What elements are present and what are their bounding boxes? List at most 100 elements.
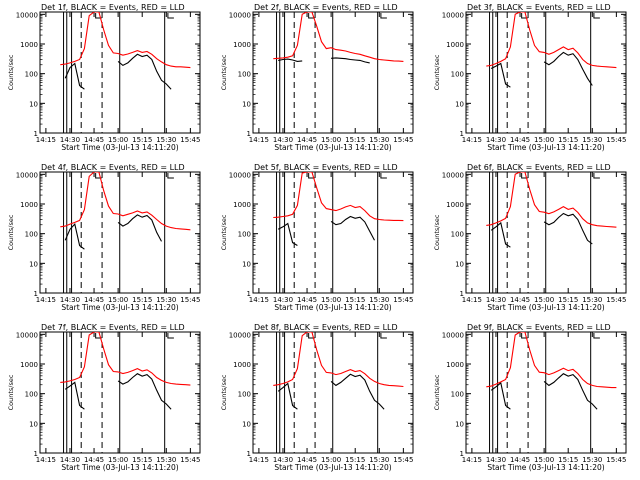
- x-tick-label: 14:45: [510, 456, 530, 464]
- y-tick-label: 10000: [442, 331, 464, 339]
- y-tick-label: 1: [247, 450, 251, 458]
- x-tick-label: 14:30: [273, 456, 293, 464]
- events-series-line: [64, 214, 162, 250]
- y-tick-label: 100: [238, 71, 251, 79]
- y-tick-label: 10: [29, 260, 38, 268]
- x-tick-label: 14:45: [297, 456, 317, 464]
- x-tick-label: 14:15: [36, 456, 56, 464]
- attenuator-mark: [380, 13, 387, 19]
- attenuator-mark: [95, 13, 102, 19]
- detector-panel-3: Det 3f, BLACK = Events, RED = LLD 1 10 100 1…: [433, 3, 627, 152]
- x-tick-label: 15:30: [369, 296, 389, 304]
- panel-title: Det 8f, BLACK = Events, RED = LLD: [254, 323, 398, 332]
- x-tick-label: 14:45: [84, 296, 104, 304]
- panel-title: Det 5f, BLACK = Events, RED = LLD: [254, 163, 398, 172]
- y-tick-label: 10: [455, 100, 464, 108]
- attenuator-mark: [308, 13, 315, 19]
- y-tick-label: 10: [29, 100, 38, 108]
- x-tick-label: 15:30: [156, 456, 176, 464]
- y-tick-label: 10: [242, 260, 251, 268]
- events-series-line: [490, 51, 593, 88]
- events-series-line: [277, 373, 385, 410]
- y-tick-label: 1000: [233, 361, 251, 369]
- y-tick-label: 10: [455, 420, 464, 428]
- detector-panel-9: Det 9f, BLACK = Events, RED = LLD 1 10 100 1…: [433, 323, 627, 472]
- y-axis-label: Counts/sec: [433, 214, 441, 250]
- attenuator-mark: [167, 173, 174, 179]
- x-tick-label: 14:15: [462, 136, 482, 144]
- y-tick-label: 1: [460, 130, 464, 138]
- y-axis-label: Counts/sec: [7, 54, 15, 90]
- y-tick-label: 1000: [20, 361, 38, 369]
- x-tick-label: 15:30: [369, 136, 389, 144]
- detector-panel-2: Det 2f, BLACK = Events, RED = LLD 1 10 100 1…: [220, 3, 414, 152]
- x-tick-label: 15:30: [582, 296, 602, 304]
- attenuator-mark: [380, 333, 387, 339]
- x-tick-label: 15:45: [606, 296, 626, 304]
- y-tick-label: 1: [460, 450, 464, 458]
- x-tick-label: 15:45: [180, 456, 200, 464]
- x-tick-label: 15:00: [534, 456, 554, 464]
- detector-panel-5: Det 5f, BLACK = Events, RED = LLD 1 10 100 1…: [220, 163, 414, 312]
- y-tick-label: 1: [34, 130, 38, 138]
- panel-title: Det 7f, BLACK = Events, RED = LLD: [41, 323, 185, 332]
- detector-panel-8: Det 8f, BLACK = Events, RED = LLD 1 10 100 1…: [220, 323, 414, 472]
- x-tick-label: 15:15: [132, 296, 152, 304]
- x-tick-label: 14:30: [273, 296, 293, 304]
- y-tick-label: 10: [242, 100, 251, 108]
- x-tick-label: 15:15: [558, 456, 578, 464]
- x-axis-label: Start Time (03-Jul-13 14:11:20): [61, 143, 178, 152]
- panel-title: Det 4f, BLACK = Events, RED = LLD: [41, 163, 185, 172]
- x-tick-label: 15:45: [180, 296, 200, 304]
- events-series-line: [64, 53, 172, 90]
- x-tick-label: 14:15: [462, 456, 482, 464]
- y-axis-label: Counts/sec: [220, 54, 228, 90]
- y-axis-label: Counts/sec: [433, 54, 441, 90]
- x-tick-label: 14:30: [486, 456, 506, 464]
- y-tick-label: 1000: [446, 201, 464, 209]
- x-tick-label: 14:45: [84, 136, 104, 144]
- x-tick-label: 14:30: [486, 136, 506, 144]
- y-axis-label: Counts/sec: [433, 374, 441, 410]
- y-tick-label: 1: [34, 290, 38, 298]
- y-axis-label: Counts/sec: [220, 374, 228, 410]
- x-axis-label: Start Time (03-Jul-13 14:11:20): [487, 463, 604, 472]
- lld-series-line: [273, 172, 404, 222]
- y-tick-label: 1: [460, 290, 464, 298]
- lld-series-line: [60, 332, 191, 386]
- x-tick-label: 15:45: [393, 136, 413, 144]
- x-tick-label: 15:00: [534, 296, 554, 304]
- y-tick-label: 100: [238, 391, 251, 399]
- y-tick-label: 1: [247, 130, 251, 138]
- y-tick-label: 1000: [446, 361, 464, 369]
- attenuator-mark: [521, 13, 528, 19]
- y-tick-label: 10: [455, 260, 464, 268]
- x-tick-label: 15:15: [132, 136, 152, 144]
- y-tick-label: 10000: [16, 171, 38, 179]
- lld-series-line: [60, 172, 191, 231]
- y-tick-label: 10000: [229, 331, 251, 339]
- x-tick-label: 14:30: [60, 296, 80, 304]
- x-tick-label: 14:30: [60, 456, 80, 464]
- y-tick-label: 10000: [229, 11, 251, 19]
- y-tick-label: 100: [451, 231, 464, 239]
- x-axis-label: Start Time (03-Jul-13 14:11:20): [61, 463, 178, 472]
- y-tick-label: 1: [34, 450, 38, 458]
- y-tick-label: 10: [29, 420, 38, 428]
- y-tick-label: 100: [238, 231, 251, 239]
- attenuator-mark: [167, 13, 174, 19]
- x-tick-label: 14:45: [84, 456, 104, 464]
- x-axis-label: Start Time (03-Jul-13 14:11:20): [274, 463, 391, 472]
- x-tick-label: 14:30: [273, 136, 293, 144]
- attenuator-mark: [521, 173, 528, 179]
- y-tick-label: 1000: [233, 41, 251, 49]
- x-tick-label: 15:15: [345, 296, 365, 304]
- lld-series-line: [60, 12, 191, 69]
- lld-series-line: [273, 12, 404, 62]
- x-tick-label: 14:15: [249, 296, 269, 304]
- x-axis-label: Start Time (03-Jul-13 14:11:20): [487, 303, 604, 312]
- detector-panel-6: Det 6f, BLACK = Events, RED = LLD 1 10 100 1…: [433, 163, 627, 312]
- events-series-line: [64, 373, 172, 410]
- attenuator-mark: [308, 173, 315, 179]
